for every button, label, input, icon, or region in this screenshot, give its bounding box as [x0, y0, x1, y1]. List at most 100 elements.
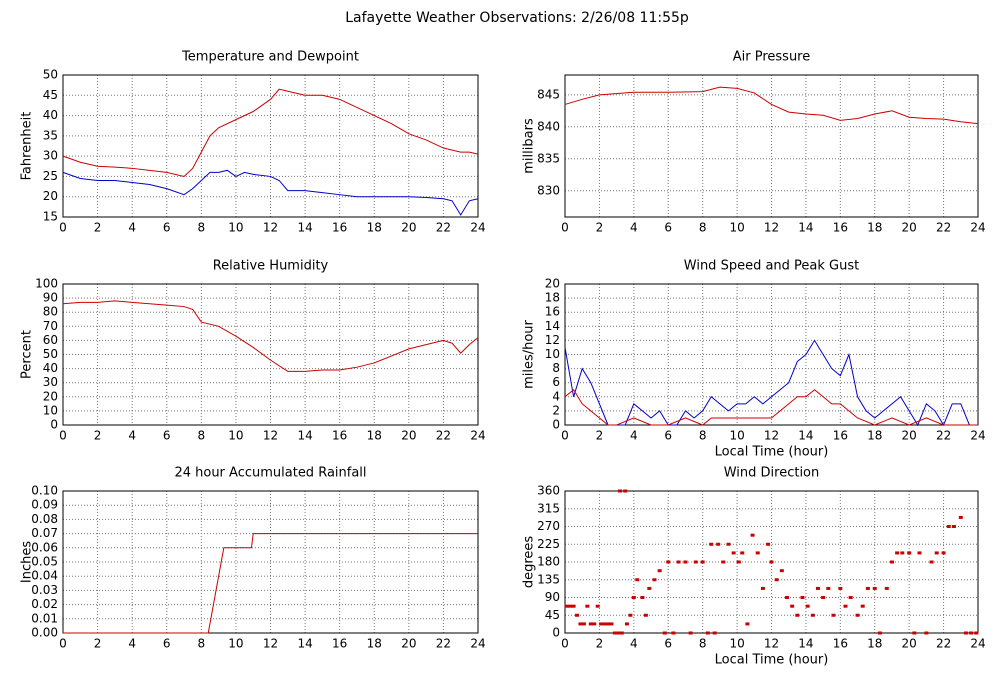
y-tick-label: 15	[43, 210, 58, 224]
x-tick-label: 12	[764, 429, 779, 443]
data-point	[958, 515, 963, 519]
y-axis-label: Inches	[20, 541, 35, 583]
data-point	[731, 551, 736, 555]
data-point	[662, 631, 667, 635]
x-tick-label: 12	[764, 637, 779, 651]
panel-title: Wind Direction	[724, 466, 820, 481]
x-tick-label: 14	[798, 429, 813, 443]
data-line	[62, 169, 479, 216]
data-point	[855, 613, 860, 617]
x-tick-label: 8	[699, 221, 707, 235]
x-tick-label: 6	[163, 637, 171, 651]
data-point	[631, 596, 636, 599]
data-point	[609, 622, 614, 626]
x-tick-label: 12	[764, 221, 779, 235]
data-point	[826, 586, 831, 590]
y-tick-label: 25	[43, 169, 58, 183]
plot-frame	[62, 283, 479, 426]
data-point	[848, 596, 853, 599]
x-tick-label: 4	[630, 637, 638, 651]
data-point	[974, 631, 979, 635]
data-point	[779, 569, 784, 573]
x-tick-label: 0	[561, 221, 569, 235]
x-tick-label: 20	[902, 429, 917, 443]
y-tick-label: 0.08	[31, 512, 58, 526]
x-tick-label: 18	[367, 221, 382, 235]
data-point	[810, 613, 815, 617]
data-point	[592, 622, 597, 626]
data-point	[750, 533, 755, 537]
x-tick-label: 8	[699, 637, 707, 651]
x-tick-label: 12	[263, 637, 278, 651]
plot-frame	[62, 490, 479, 634]
x-tick-label: 18	[867, 221, 882, 235]
x-axis-label: Local Time (hour)	[715, 445, 829, 460]
data-point	[924, 631, 929, 635]
panel-title: Air Pressure	[733, 50, 811, 65]
data-point	[843, 604, 848, 608]
x-tick-label: 22	[936, 429, 951, 443]
y-tick-label: 0	[50, 418, 58, 432]
y-tick-label: 835	[537, 151, 560, 165]
data-point	[946, 525, 951, 528]
y-tick-label: 30	[43, 375, 58, 389]
x-tick-label: 12	[263, 429, 278, 443]
data-line	[564, 388, 978, 426]
x-tick-label: 4	[128, 429, 136, 443]
x-tick-label: 18	[367, 429, 382, 443]
x-tick-label: 4	[630, 221, 638, 235]
y-tick-label: 0.04	[31, 569, 58, 583]
data-point	[643, 613, 648, 617]
y-tick-label: 0.00	[31, 626, 58, 640]
x-tick-label: 24	[470, 429, 485, 443]
data-point	[951, 525, 956, 528]
data-point	[800, 596, 805, 599]
data-point	[616, 631, 621, 635]
data-line	[564, 86, 979, 125]
y-tick-label: 180	[537, 555, 560, 569]
data-point	[766, 542, 771, 546]
x-tick-label: 14	[798, 637, 813, 651]
data-point	[628, 613, 633, 617]
panel-title: Wind Speed and Peak Gust	[684, 259, 859, 274]
data-point	[838, 586, 843, 590]
data-point	[709, 542, 714, 546]
x-tick-label: 22	[936, 637, 951, 651]
y-tick-label: 225	[537, 537, 560, 551]
data-point	[623, 489, 628, 493]
plot-frame	[62, 74, 479, 218]
plot-frame	[564, 490, 979, 634]
x-tick-label: 0	[59, 637, 67, 651]
y-tick-label: 8	[552, 361, 560, 375]
data-point	[578, 622, 583, 626]
data-point	[900, 551, 905, 555]
plot-frame	[564, 74, 979, 218]
x-tick-label: 18	[867, 429, 882, 443]
y-tick-label: 70	[43, 319, 58, 333]
y-axis-label: degrees	[522, 536, 537, 589]
x-tick-label: 6	[163, 221, 171, 235]
y-tick-label: 0.06	[31, 540, 58, 554]
x-tick-label: 0	[59, 429, 67, 443]
data-point	[619, 631, 624, 635]
data-point	[671, 631, 676, 635]
x-tick-label: 2	[94, 221, 102, 235]
x-tick-label: 22	[936, 221, 951, 235]
data-point	[912, 631, 917, 635]
data-point	[784, 596, 789, 599]
x-tick-label: 14	[297, 429, 312, 443]
y-tick-label: 80	[43, 305, 58, 319]
x-tick-label: 22	[436, 429, 451, 443]
data-point	[657, 569, 662, 573]
y-tick-label: 360	[537, 484, 560, 498]
data-point	[760, 586, 765, 590]
x-tick-label: 20	[401, 429, 416, 443]
data-line	[62, 88, 479, 177]
y-tick-label: 4	[552, 389, 560, 403]
y-axis-label: Fahrenheit	[20, 112, 35, 181]
x-tick-label: 10	[228, 637, 243, 651]
data-point	[889, 560, 894, 564]
x-tick-label: 4	[128, 221, 136, 235]
data-point	[721, 560, 726, 564]
x-tick-label: 6	[664, 637, 672, 651]
